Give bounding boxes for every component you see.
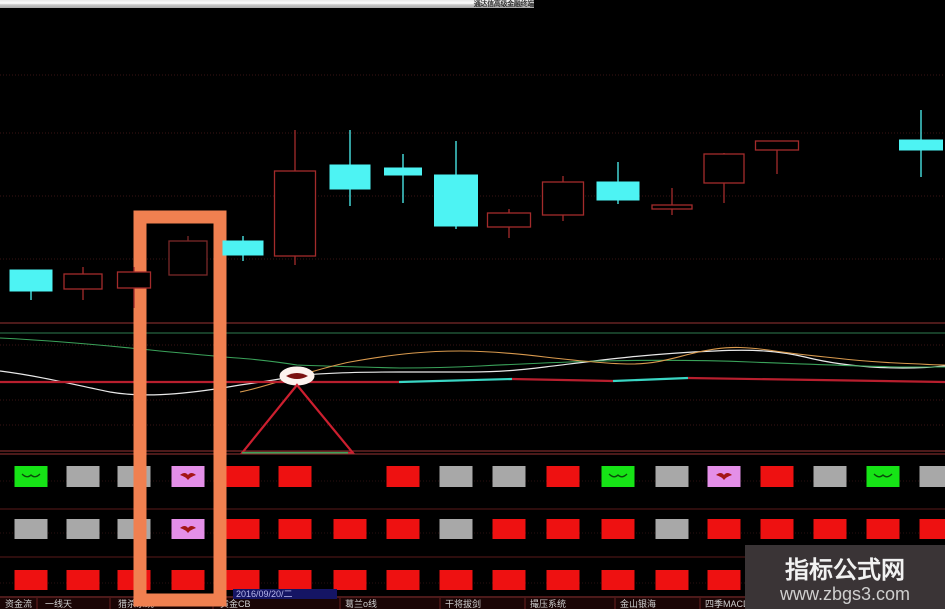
svg-text:葛兰o线: 葛兰o线 <box>345 598 377 609</box>
svg-text:2016/09/20/二: 2016/09/20/二 <box>236 589 293 599</box>
svg-text:金山银海: 金山银海 <box>620 598 656 609</box>
svg-text:一线天: 一线天 <box>45 598 72 609</box>
svg-text:www.zbgs3.com: www.zbgs3.com <box>779 584 910 604</box>
svg-text:撮压系统: 撮压系统 <box>530 598 566 609</box>
svg-text:干将拔剑: 干将拔剑 <box>445 598 481 609</box>
svg-text:指标公式网: 指标公式网 <box>785 557 905 584</box>
svg-text:资金流: 资金流 <box>5 598 32 609</box>
svg-text:四季MACD: 四季MACD <box>705 598 750 609</box>
